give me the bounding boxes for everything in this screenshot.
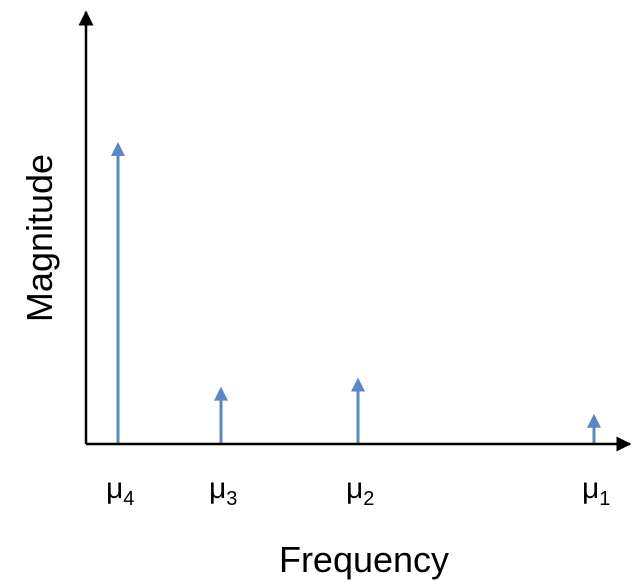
x-tick-label: μ2: [346, 472, 374, 510]
stem-mark: [214, 386, 228, 444]
stem-arrowhead: [214, 386, 228, 401]
stem-arrowhead: [111, 142, 125, 156]
x-tick-label: μ1: [582, 472, 610, 510]
stem-arrowhead: [587, 413, 601, 428]
x-tick-labels: μ4 μ3 μ2 μ1: [106, 472, 610, 510]
x-tick-label: μ4: [106, 472, 134, 510]
stem-mark: [587, 413, 601, 444]
x-tick-label: μ3: [209, 472, 237, 510]
x-axis-title: Frequency: [279, 539, 449, 580]
stem-mark: [351, 377, 365, 444]
stem-mark: [111, 142, 125, 444]
stem-series: [111, 142, 601, 444]
stem-arrowhead: [351, 377, 365, 392]
y-axis-title: Magnitude: [19, 154, 60, 322]
